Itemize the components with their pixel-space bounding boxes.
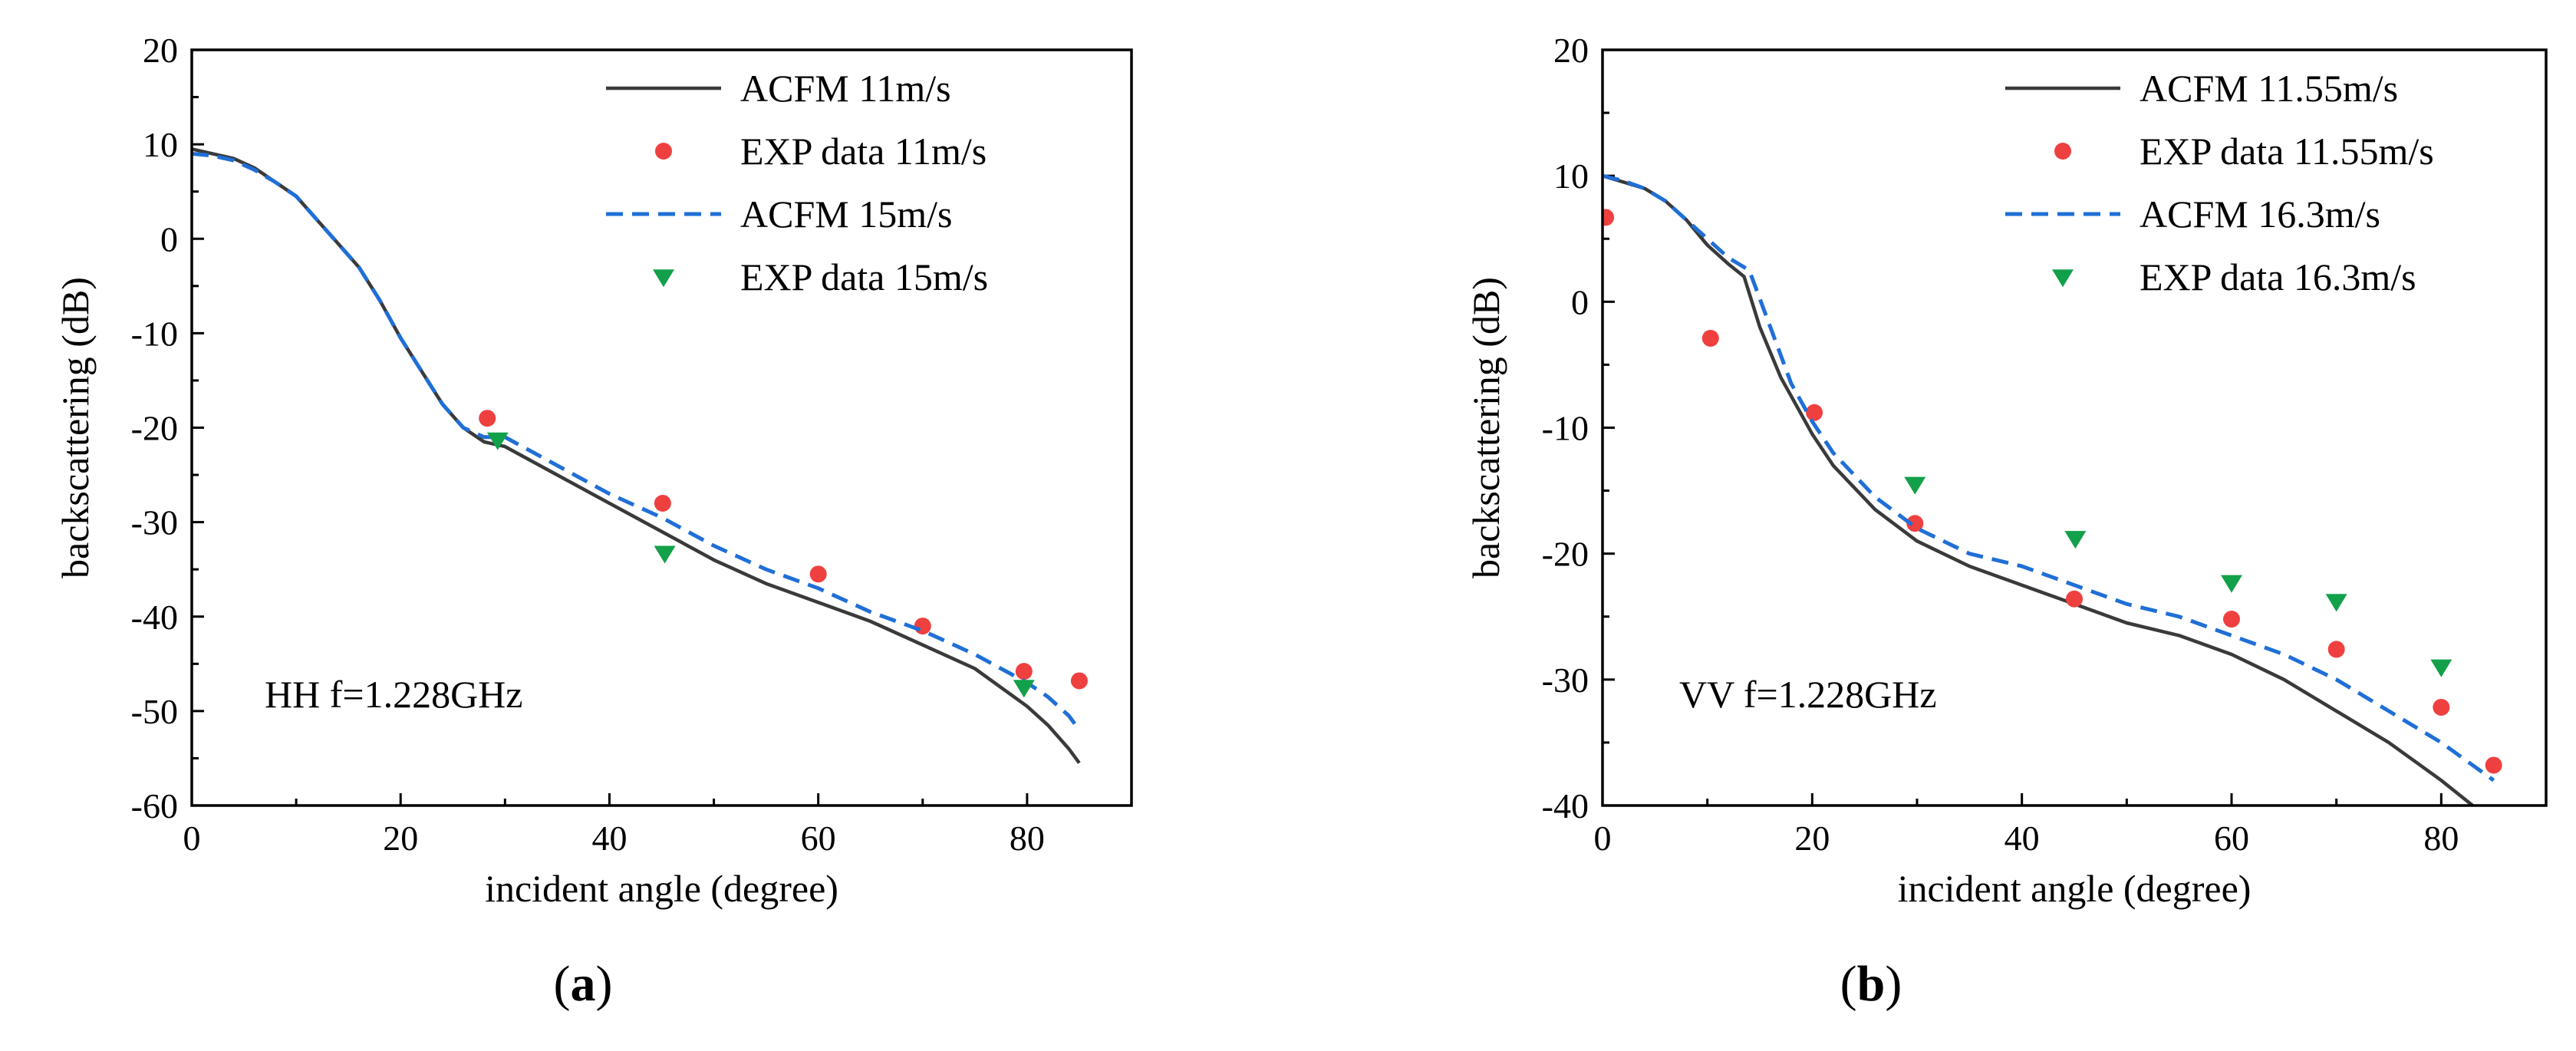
x-tick-label: 40 [2004, 819, 2040, 858]
legend-label: ACFM 11m/s [740, 67, 951, 110]
plot-area [1603, 173, 2502, 806]
data-point [1013, 680, 1035, 698]
y-tick-label: 20 [143, 31, 178, 70]
data-point [2066, 590, 2083, 608]
data-point [2430, 659, 2452, 677]
y-tick-label: 0 [1571, 282, 1589, 321]
y-tick-label: -30 [1542, 661, 1589, 700]
chart-svg-a: 0 20 40 60 80 -60 -50 -40 -30 -20 -10 0 10 20 incident… [54, 31, 1133, 910]
panel-label-b: (b) [1840, 956, 1902, 1012]
data-point [479, 410, 496, 427]
data-point [2325, 594, 2347, 612]
legend-marker [2052, 269, 2074, 288]
data-point [2221, 575, 2242, 593]
x-axis-label: incident angle (degree) [485, 867, 838, 910]
y-tick-label: -10 [1542, 409, 1589, 448]
y-tick-label: -40 [1542, 786, 1589, 825]
legend-marker [653, 269, 674, 288]
legend-label: EXP data 15m/s [740, 255, 988, 298]
data-point [1806, 404, 1823, 421]
y-tick-label: 10 [1553, 156, 1589, 196]
y-tick-label: -50 [131, 692, 178, 731]
plot-frame [190, 48, 1133, 807]
data-point [1603, 209, 1615, 226]
y-tick-label: -40 [131, 598, 178, 637]
y-tick-label: -20 [131, 409, 178, 448]
data-point [2485, 756, 2502, 774]
x-tick-label: 20 [383, 819, 418, 858]
y-axis-label: backscattering (dB) [54, 277, 97, 578]
series-line [192, 151, 1081, 731]
plot-frame [1601, 48, 2548, 807]
data-point [2223, 611, 2240, 628]
data-point [654, 545, 676, 564]
legend-label: ACFM 11.55m/s [2140, 67, 2398, 110]
chart-panel-b: 0 20 40 60 80 -40 -30 -20 -10 0 10 20 incident angle… [1288, 0, 2576, 1051]
data-point [1906, 515, 1924, 532]
chart-panel-a: 0 20 40 60 80 -60 -50 -40 -30 -20 -10 0 10 20 incident… [54, 31, 1133, 1012]
data-point [1015, 663, 1033, 680]
y-tick-label: 20 [1553, 31, 1589, 70]
legend: ACFM 11.55m/s EXP data 11.55m/s ACFM 16.3m… [2005, 67, 2434, 298]
panel-label-a: (a) [553, 956, 613, 1012]
y-tick-label: -20 [1542, 535, 1589, 574]
x-tick-label: 20 [1794, 819, 1830, 858]
data-point [2433, 698, 2450, 716]
x-tick-label: 60 [2214, 819, 2249, 858]
legend-label: EXP data 11.55m/s [2140, 130, 2434, 173]
data-point [1904, 476, 1926, 495]
data-point [2064, 531, 2087, 549]
legend-label: ACFM 16.3m/s [2140, 193, 2380, 236]
series-line [192, 147, 1081, 764]
legend-label: ACFM 15m/s [740, 193, 952, 236]
data-point [654, 495, 671, 512]
data-point [1070, 672, 1088, 690]
x-axis-label: incident angle (degree) [1898, 867, 2252, 910]
data-point [1701, 329, 1719, 347]
chart-svg-b: 0 20 40 60 80 -40 -30 -20 -10 0 10 20 incident angle… [1464, 31, 2548, 910]
series-line [1603, 174, 2474, 806]
chart-annotation: HH f=1.228GHz [265, 673, 522, 716]
y-axis-label: backscattering (dB) [1464, 277, 1507, 578]
y-tick-label: -30 [131, 503, 178, 542]
data-point [914, 618, 931, 635]
plot-area [192, 147, 1088, 764]
y-tick-label: -60 [131, 786, 178, 825]
data-point [809, 565, 827, 583]
x-tick-label: 0 [183, 819, 201, 858]
chart-annotation: VV f=1.228GHz [1679, 673, 1937, 716]
x-tick-label: 80 [2423, 819, 2459, 858]
legend-label: EXP data 11m/s [740, 130, 987, 173]
legend: ACFM 11m/s EXP data 11m/s ACFM 15m/s EXP da… [606, 67, 988, 298]
x-tick-label: 60 [801, 819, 836, 858]
y-tick-label: 10 [143, 125, 178, 164]
data-point [2327, 641, 2345, 658]
legend-marker [655, 143, 672, 160]
x-tick-label: 40 [591, 819, 627, 858]
legend-label: EXP data 16.3m/s [2140, 255, 2416, 298]
legend-marker [2054, 143, 2071, 160]
x-tick-label: 0 [1594, 819, 1612, 858]
x-tick-label: 80 [1010, 819, 1045, 858]
data-point [486, 432, 509, 450]
y-tick-label: -10 [131, 314, 178, 353]
y-tick-label: 0 [160, 219, 178, 259]
